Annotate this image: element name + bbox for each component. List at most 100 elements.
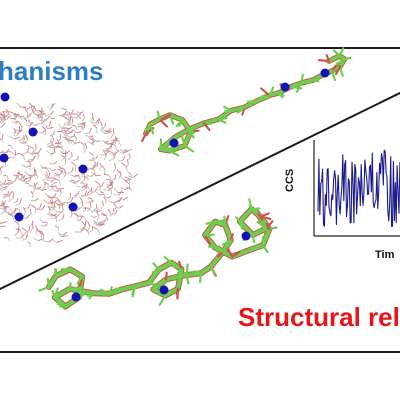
water-molecule [83, 172, 86, 180]
water-molecule [10, 145, 13, 150]
water-molecule [95, 155, 99, 160]
water-molecule [84, 190, 88, 196]
water-molecule [20, 233, 26, 239]
water-molecule [52, 207, 58, 213]
water-molecule [123, 196, 129, 201]
side-chain [176, 267, 183, 274]
ccs-trace-line [317, 149, 400, 228]
side-chain [168, 149, 180, 157]
water-molecule [86, 175, 93, 177]
water-molecule [68, 115, 72, 120]
water-molecule [59, 202, 66, 204]
water-molecule [106, 147, 112, 151]
water-molecule [24, 171, 30, 176]
water-molecule [8, 206, 12, 212]
water-molecule [18, 114, 23, 121]
water-molecule [64, 133, 68, 140]
side-chain [238, 220, 244, 230]
water-molecule [25, 233, 28, 240]
water-molecule [2, 188, 7, 191]
side-chain [161, 113, 172, 121]
water-molecule [0, 119, 6, 125]
water-molecule [31, 148, 37, 154]
water-molecule [58, 165, 62, 170]
structural-relaxation-title: Structural rela [238, 302, 400, 332]
water-molecule [85, 134, 90, 138]
side-chain [216, 246, 225, 254]
water-molecule [48, 167, 53, 171]
water-molecule [51, 177, 56, 182]
water-molecule [80, 141, 85, 146]
water-molecule [80, 199, 83, 204]
water-molecule [65, 201, 72, 204]
side-chain [164, 271, 168, 281]
water-molecule [5, 148, 10, 153]
water-molecule [99, 191, 105, 194]
water-molecule [46, 150, 51, 155]
water-molecule [103, 169, 106, 175]
water-molecule [46, 167, 51, 174]
water-molecule [34, 197, 39, 202]
water-molecule [66, 134, 71, 138]
water-molecule [30, 200, 36, 202]
water-molecule [0, 225, 2, 228]
water-molecule [42, 235, 45, 242]
water-molecule [80, 122, 84, 126]
side-chain [68, 282, 72, 290]
side-chain [256, 220, 268, 230]
water-molecule [22, 175, 26, 179]
side-chain [338, 65, 344, 77]
water-molecule [129, 187, 133, 192]
water-molecule [14, 118, 19, 125]
water-molecule [124, 187, 129, 191]
water-molecule [91, 140, 96, 144]
side-chain [168, 113, 175, 125]
water-molecule [41, 125, 47, 131]
water-molecule [101, 165, 106, 171]
water-molecule [107, 209, 112, 214]
water-molecule [41, 167, 48, 169]
water-molecule [105, 185, 111, 189]
water-molecule [0, 187, 4, 191]
water-molecule [90, 215, 95, 218]
water-molecule [97, 117, 101, 125]
water-molecule [89, 135, 94, 138]
water-molecule [76, 156, 79, 161]
water-molecule [71, 140, 76, 144]
side-chain [152, 282, 156, 291]
water-molecule [65, 137, 69, 142]
water-molecule [2, 111, 7, 117]
water-molecule [125, 178, 132, 182]
side-chain [251, 233, 256, 244]
water-molecule [108, 153, 116, 155]
water-molecule [33, 105, 37, 111]
water-molecule [121, 177, 127, 182]
water-molecule [73, 138, 77, 146]
water-molecule [56, 199, 61, 204]
water-molecule [57, 124, 63, 129]
side-chain [152, 288, 161, 296]
water-molecule [7, 213, 13, 216]
water-molecule [34, 168, 37, 174]
water-molecule [37, 147, 42, 154]
water-molecule [83, 123, 86, 128]
water-molecule [44, 173, 49, 179]
water-molecule [70, 197, 74, 203]
water-molecule [82, 209, 86, 213]
water-molecule [113, 207, 115, 213]
water-molecule [0, 168, 2, 173]
water-molecule [87, 141, 92, 144]
water-molecule [92, 138, 97, 142]
side-chain [334, 65, 342, 76]
water-molecule [21, 139, 26, 143]
side-chain [231, 250, 241, 258]
water-molecule [25, 165, 32, 168]
water-molecule [114, 174, 117, 180]
water-molecule [18, 208, 22, 214]
water-molecule [58, 203, 65, 207]
water-molecule [100, 212, 107, 216]
water-molecule [75, 207, 81, 212]
water-molecule [27, 145, 34, 149]
side-chain [188, 128, 195, 139]
water-molecule [25, 120, 27, 125]
